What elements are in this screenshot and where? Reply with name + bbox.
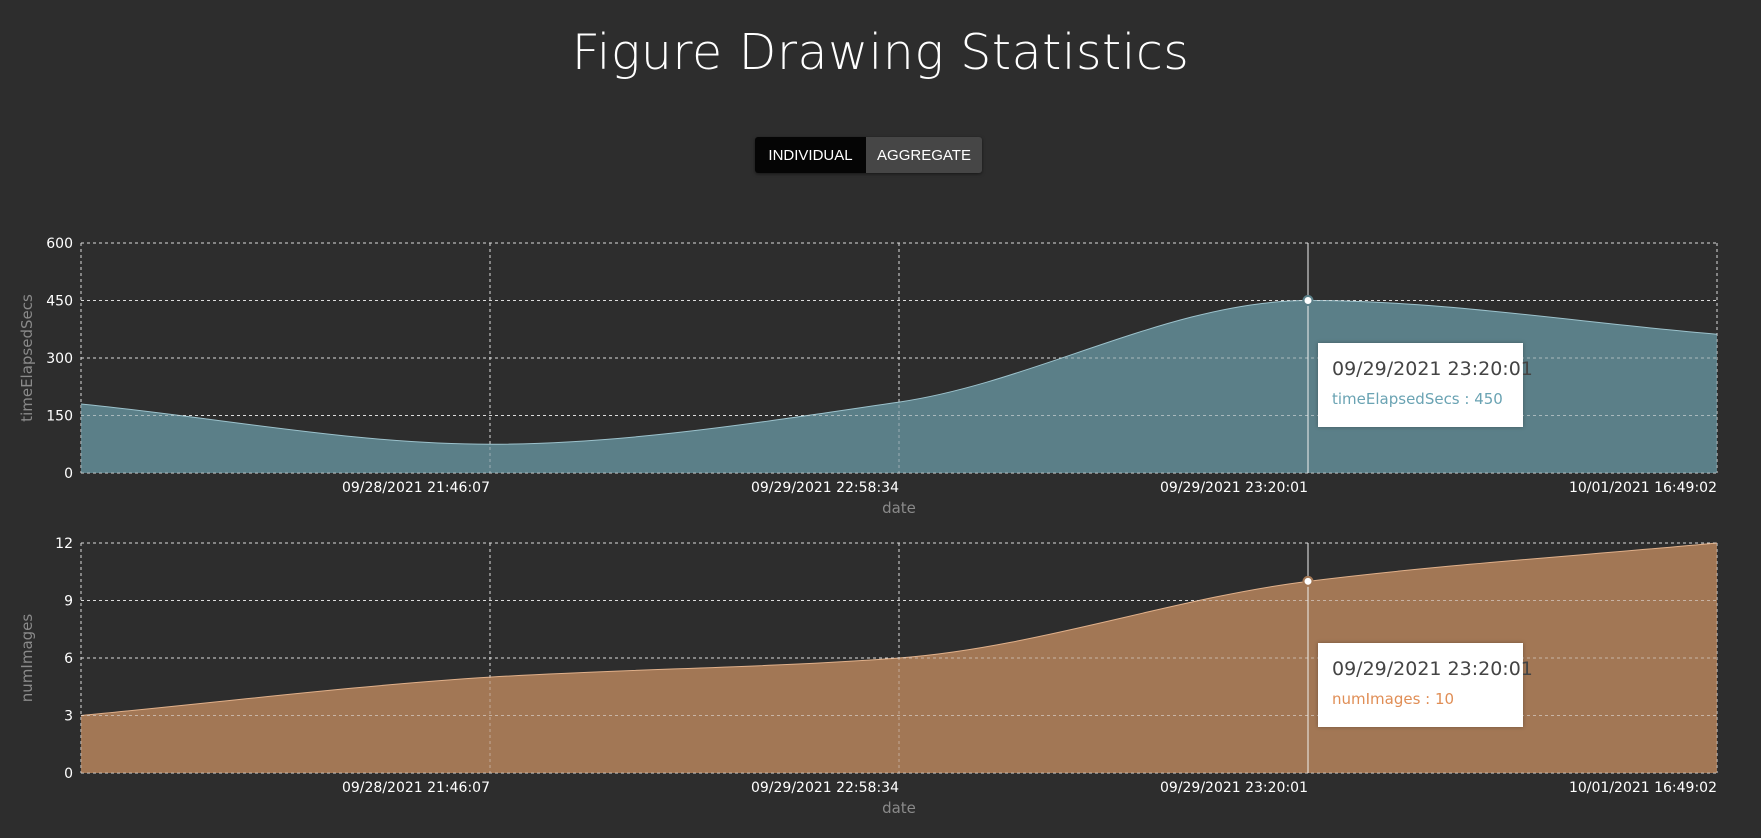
time-y-tick-label: 150 [46, 409, 73, 425]
view-toggle: INDIVIDUAL AGGREGATE [755, 137, 982, 173]
time-y-tick-label: 0 [64, 466, 73, 482]
images-x-tick-label: 09/29/2021 22:58:34 [751, 780, 899, 796]
images-y-tick-label: 12 [55, 536, 73, 552]
images-x-tick-label: 09/29/2021 23:20:01 [1160, 780, 1308, 796]
time-x-tick-label: 10/01/2021 16:49:02 [1569, 480, 1717, 496]
time-y-tick-label: 600 [46, 236, 73, 252]
images-x-axis-label: date [882, 799, 916, 817]
time-y-tick-label: 450 [46, 294, 73, 310]
time-x-tick-label: 09/29/2021 22:58:34 [751, 480, 899, 496]
time-tooltip-date: 09/29/2021 23:20:01 [1332, 358, 1533, 380]
time-y-tick-label: 300 [46, 351, 73, 367]
time-tooltip-value: timeElapsedSecs : 450 [1332, 390, 1503, 408]
time-x-tick-label: 09/28/2021 21:46:07 [342, 480, 490, 496]
individual-button[interactable]: INDIVIDUAL [755, 137, 866, 173]
images-x-tick-label: 10/01/2021 16:49:02 [1569, 780, 1717, 796]
images-tooltip-value: numImages : 10 [1332, 690, 1455, 708]
images-y-tick-label: 3 [64, 709, 73, 725]
time-line [80, 299, 1718, 445]
time-active-dot[interactable] [1302, 295, 1314, 306]
time-x-axis-label: date [882, 499, 916, 517]
images-x-tick-label: 09/28/2021 21:46:07 [342, 780, 490, 796]
images-y-tick-label: 0 [64, 766, 73, 782]
time-chart: 0 150 300 450 600 09/28/2021 21:46:07 09/29/20… [18, 236, 1718, 517]
images-tooltip-date: 09/29/2021 23:20:01 [1332, 658, 1533, 680]
images-y-tick-label: 6 [64, 651, 73, 667]
images-tooltip: 09/29/2021 23:20:01 numImages : 10 [1318, 643, 1533, 727]
page-title: Figure Drawing Statistics [571, 24, 1190, 81]
images-chart: 0 3 6 9 12 09/28/2021 21:46:07 09/29/2021 22:5… [18, 536, 1718, 817]
time-y-axis-label: timeElapsedSecs [18, 294, 36, 422]
aggregate-button[interactable]: AGGREGATE [866, 137, 982, 173]
images-active-dot[interactable] [1302, 575, 1314, 587]
images-y-axis-label: numImages [18, 614, 36, 703]
time-tooltip: 09/29/2021 23:20:01 timeElapsedSecs : 45… [1318, 343, 1533, 427]
time-x-tick-label: 09/29/2021 23:20:01 [1160, 480, 1308, 496]
images-y-tick-label: 9 [64, 594, 73, 610]
